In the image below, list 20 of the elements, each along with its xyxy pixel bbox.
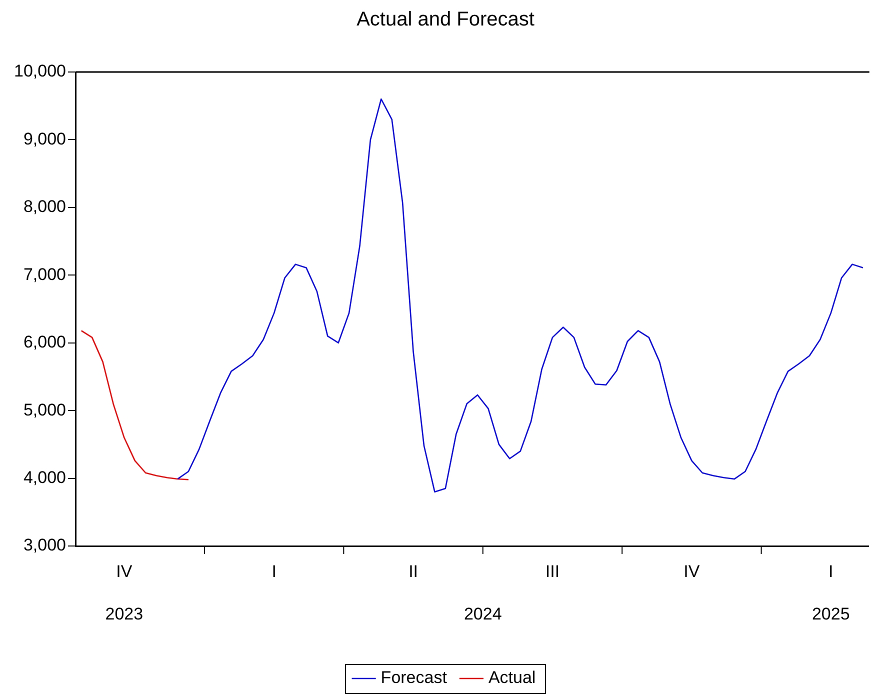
text: 2023 — [105, 604, 144, 624]
y-tick-label: 10,000 — [14, 62, 66, 81]
y-tick-label: 9,000 — [23, 129, 66, 148]
x-tick-label: II — [408, 562, 418, 581]
y-tick-label: 3,000 — [23, 536, 66, 555]
x-tick-label: III — [545, 562, 560, 581]
text: 2025 — [812, 604, 850, 624]
x-tick-label: I — [828, 562, 834, 581]
x-tick-label: I — [272, 562, 276, 581]
legend-label: Forecast — [380, 668, 448, 688]
y-tick-label: 6,000 — [23, 332, 66, 352]
y-tick-label: 4,000 — [23, 468, 66, 487]
legend-label: Actual — [488, 668, 536, 688]
x-tick-label: IV — [116, 562, 133, 581]
chart-title: Actual and Forecast — [356, 8, 535, 31]
x-tick-label: IV — [684, 562, 700, 581]
y-tick-label: 8,000 — [23, 197, 66, 216]
text: 2024 — [464, 604, 502, 624]
y-tick-label: 5,000 — [23, 400, 66, 420]
y-tick-label: 7,000 — [23, 264, 66, 284]
